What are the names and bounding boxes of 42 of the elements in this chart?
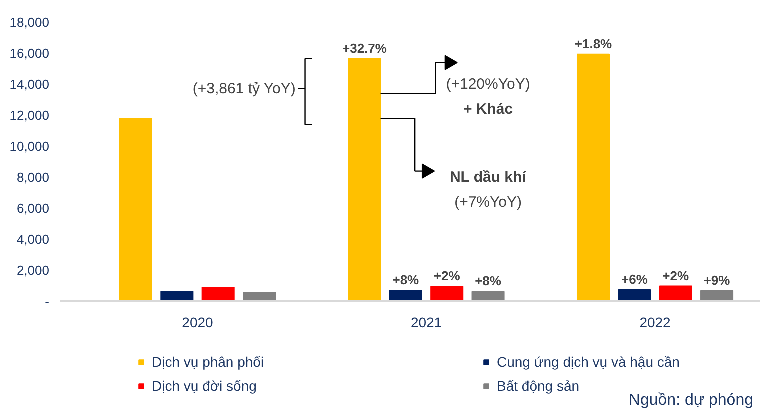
- y-tick-label: 18,000: [10, 15, 50, 30]
- annotation: +2%: [434, 268, 461, 284]
- y-tick-label: -: [45, 294, 50, 309]
- bar: [618, 290, 652, 302]
- bar: [659, 286, 692, 302]
- annotation: +8%: [392, 272, 420, 288]
- bar: [202, 287, 235, 302]
- y-tick-label: 6,000: [16, 201, 50, 216]
- bar: [160, 291, 194, 302]
- text: Nguồn: dự phóng: [628, 392, 754, 409]
- y-tick-label: 4,000: [16, 232, 50, 247]
- bar: [576, 54, 610, 302]
- y-tick-label: 2,000: [16, 263, 50, 278]
- annotation: (+7%YoY): [454, 194, 522, 211]
- legend-label: Bất động sản: [497, 378, 580, 394]
- annotation: + Khác: [463, 100, 514, 118]
- x-tick-label: 2021: [410, 314, 442, 330]
- annotation: (+120%YoY): [446, 76, 530, 93]
- bar: [348, 58, 382, 302]
- y-tick-label: 8,000: [16, 170, 50, 185]
- y-tick-label: 16,000: [10, 46, 50, 61]
- annotation: +2%: [662, 268, 690, 284]
- y-tick-label: 14,000: [10, 77, 50, 92]
- bar: [119, 118, 153, 302]
- annotation: +9%: [704, 272, 731, 288]
- annotation: +8%: [475, 274, 502, 289]
- annotation: +32.7%: [342, 40, 388, 56]
- legend-label: Cung ứng dịch vụ và hậu cần: [497, 354, 681, 370]
- legend-label: Dịch vụ đời sống: [152, 378, 258, 394]
- legend-label: Dịch vụ phân phối: [152, 354, 266, 370]
- y-tick-label: 10,000: [10, 139, 50, 154]
- bar: [472, 291, 505, 302]
- annotation: (+3,861 tỷ YoY): [192, 80, 296, 98]
- x-tick-label: 2022: [640, 314, 672, 330]
- bar: [389, 290, 422, 302]
- annotation: NL dầu khí: [450, 169, 528, 186]
- bar: [430, 286, 464, 302]
- annotation: +6%: [621, 272, 648, 288]
- x-tick-label: 2020: [182, 314, 214, 330]
- bar: [243, 292, 276, 302]
- annotation: +1.8%: [574, 36, 613, 52]
- y-tick-label: 12,000: [10, 108, 50, 123]
